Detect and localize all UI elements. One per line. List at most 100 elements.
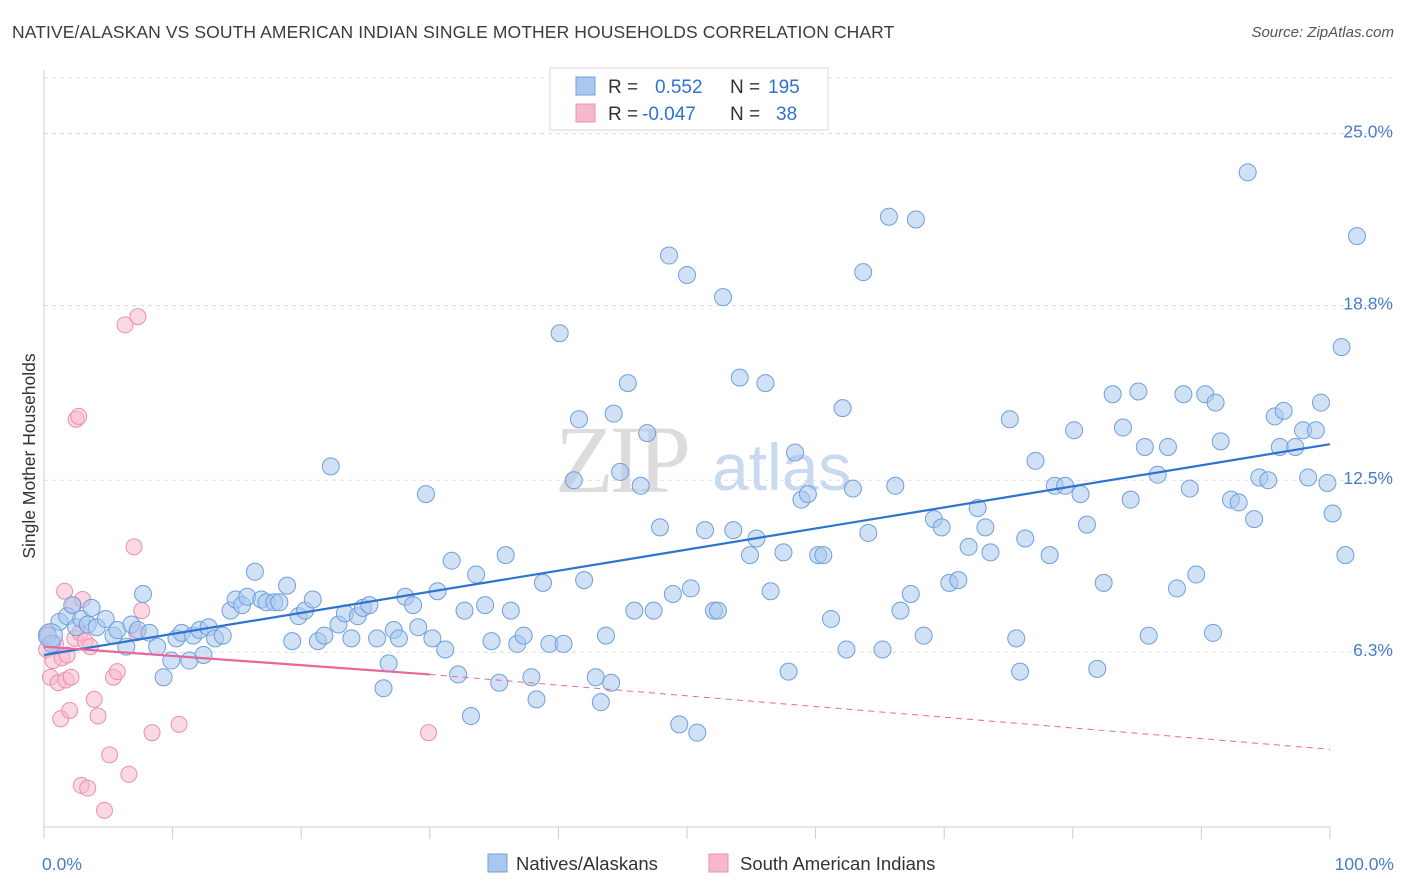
data-point-south-american-indians	[420, 724, 438, 742]
data-point-natives-alaskans	[1135, 437, 1154, 456]
legend-swatch-pink	[575, 103, 596, 123]
data-point-south-american-indians	[79, 779, 97, 797]
data-point-natives-alaskans	[1229, 493, 1248, 512]
data-point-natives-alaskans	[586, 668, 605, 687]
legend-n-value-blue: 195	[768, 77, 800, 98]
data-point-natives-alaskans	[96, 609, 115, 628]
data-point-natives-alaskans	[1323, 504, 1342, 523]
data-point-natives-alaskans	[148, 637, 167, 656]
trend-lines	[43, 443, 1331, 750]
data-point-natives-alaskans	[283, 632, 302, 651]
legend-bottom-label-blue: Natives/Alaskans	[516, 853, 658, 874]
data-point-natives-alaskans	[442, 551, 461, 570]
data-point-natives-alaskans	[596, 626, 615, 645]
trend-line-south-american-indians-extension	[429, 673, 1331, 750]
data-point-natives-alaskans	[1071, 485, 1090, 504]
data-point-natives-alaskans	[1016, 529, 1035, 548]
data-point-south-american-indians	[108, 663, 126, 681]
data-point-natives-alaskans	[514, 626, 533, 645]
data-point-natives-alaskans	[1306, 421, 1325, 440]
data-point-natives-alaskans	[409, 618, 428, 637]
data-point-natives-alaskans	[1129, 382, 1148, 401]
data-point-natives-alaskans	[1259, 471, 1278, 490]
legend-n-value-pink: 38	[776, 104, 797, 125]
y-axis-label: Single Mother Households	[19, 353, 39, 559]
data-point-natives-alaskans	[1167, 579, 1186, 598]
series-natives-alaskans	[37, 163, 1367, 742]
data-point-natives-alaskans	[1174, 385, 1193, 404]
data-point-natives-alaskans	[461, 707, 480, 726]
y-tick-labels: 6.3% 12.5% 18.8% 25.0%	[1343, 121, 1393, 660]
data-point-natives-alaskans	[618, 374, 637, 393]
data-point-natives-alaskans	[724, 521, 743, 540]
data-point-south-american-indians	[89, 707, 107, 725]
data-point-natives-alaskans	[449, 665, 468, 684]
data-point-natives-alaskans	[761, 582, 780, 601]
data-point-natives-alaskans	[1238, 163, 1257, 182]
data-point-south-american-indians	[70, 407, 88, 425]
data-point-natives-alaskans	[476, 596, 495, 615]
data-point-natives-alaskans	[1318, 474, 1337, 493]
data-point-south-american-indians	[120, 765, 138, 783]
data-point-south-american-indians	[170, 715, 188, 733]
data-point-natives-alaskans	[611, 462, 630, 481]
x-tick-label-max: 100.0%	[1335, 854, 1394, 874]
data-point-natives-alaskans	[315, 626, 334, 645]
data-point-natives-alaskans	[681, 579, 700, 598]
data-point-natives-alaskans	[1332, 338, 1351, 357]
data-point-natives-alaskans	[564, 471, 583, 490]
data-point-natives-alaskans	[194, 646, 213, 665]
data-point-natives-alaskans	[843, 479, 862, 498]
data-point-natives-alaskans	[659, 246, 678, 265]
data-point-natives-alaskans	[814, 546, 833, 565]
data-point-natives-alaskans	[670, 715, 689, 734]
data-point-natives-alaskans	[1203, 623, 1222, 642]
legend-n-label-pink: N =	[730, 104, 760, 125]
data-point-natives-alaskans	[833, 399, 852, 418]
data-point-natives-alaskans	[389, 629, 408, 648]
data-point-south-american-indians	[56, 582, 74, 600]
series-south-american-indians	[38, 308, 438, 819]
data-point-natives-alaskans	[650, 518, 669, 537]
data-point-natives-alaskans	[533, 573, 552, 592]
data-point-natives-alaskans	[575, 571, 594, 590]
x-tick-marks	[43, 827, 1331, 839]
data-point-natives-alaskans	[134, 584, 153, 603]
data-point-natives-alaskans	[482, 632, 501, 651]
data-point-natives-alaskans	[786, 443, 805, 462]
data-point-natives-alaskans	[604, 404, 623, 423]
data-point-south-american-indians	[85, 690, 103, 708]
data-point-natives-alaskans	[1077, 515, 1096, 534]
data-point-south-american-indians	[116, 316, 134, 334]
data-point-natives-alaskans	[798, 485, 817, 504]
data-point-natives-alaskans	[496, 546, 515, 565]
x-tick-label-min: 0.0%	[42, 854, 82, 874]
data-point-natives-alaskans	[37, 623, 63, 649]
data-point-natives-alaskans	[1148, 465, 1167, 484]
data-point-natives-alaskans	[245, 562, 264, 581]
data-point-natives-alaskans	[1245, 510, 1264, 529]
data-point-natives-alaskans	[644, 601, 663, 620]
data-point-natives-alaskans	[1299, 468, 1318, 487]
data-point-south-american-indians	[95, 801, 113, 819]
data-point-natives-alaskans	[959, 537, 978, 556]
legend-n-label-blue: N =	[730, 77, 760, 98]
gridlines	[44, 77, 1395, 653]
data-point-natives-alaskans	[63, 596, 82, 615]
data-point-natives-alaskans	[1158, 437, 1177, 456]
data-point-natives-alaskans	[554, 634, 573, 653]
data-point-natives-alaskans	[1103, 385, 1122, 404]
legend-bottom: Natives/Alaskans South American Indians	[487, 853, 935, 874]
data-point-natives-alaskans	[625, 601, 644, 620]
data-point-natives-alaskans	[213, 626, 232, 645]
data-point-natives-alaskans	[321, 457, 340, 476]
legend-bottom-swatch-pink	[708, 853, 729, 873]
data-point-natives-alaskans	[949, 571, 968, 590]
data-point-natives-alaskans	[1121, 490, 1140, 509]
legend-r-value-blue: 0.552	[655, 77, 703, 98]
data-point-natives-alaskans	[404, 596, 423, 615]
data-point-natives-alaskans	[1011, 662, 1030, 681]
data-point-natives-alaskans	[696, 521, 715, 540]
data-point-natives-alaskans	[342, 629, 361, 648]
